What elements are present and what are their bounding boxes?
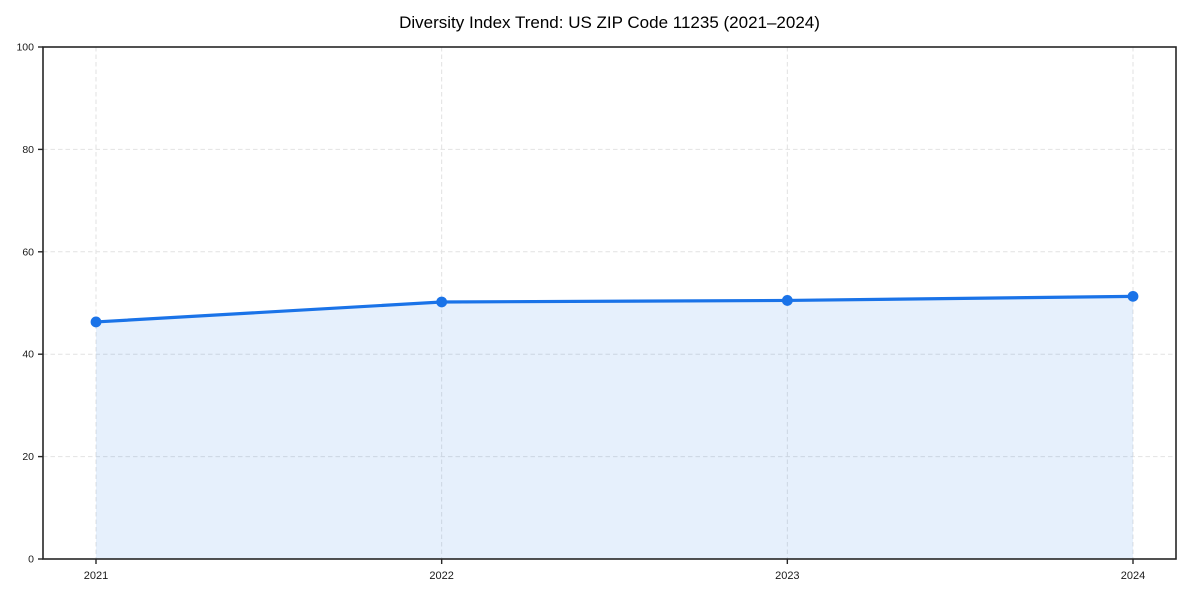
area-fill [96,296,1133,559]
y-tick-label: 0 [28,554,34,566]
data-point-2024 [1127,290,1139,302]
x-tick-label: 2022 [429,570,453,582]
data-points [90,290,1139,328]
y-tick-label: 100 [16,42,34,54]
chart-title: Diversity Index Trend: US ZIP Code 11235… [399,13,820,32]
trend-line [94,294,1135,324]
y-tick-label: 60 [22,246,34,258]
y-tick-label: 40 [22,349,34,361]
y-tick-label: 80 [22,144,34,156]
data-point-2023 [781,295,793,306]
x-tick-label: 2021 [84,570,108,582]
y-tick-label: 20 [22,451,34,463]
x-tick-label: 2023 [775,570,799,582]
data-point-2021 [90,316,102,328]
data-point-2022 [436,296,448,308]
x-tick-label: 2024 [1121,570,1145,582]
x-axis: 2021 2022 2023 2024 [84,559,1145,582]
plot-border [42,46,1177,560]
y-axis: 0 20 40 60 80 100 [16,42,43,566]
